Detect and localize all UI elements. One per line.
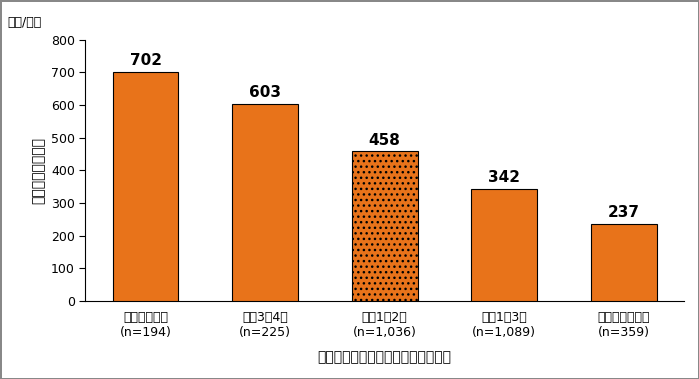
Text: 342: 342 bbox=[489, 171, 520, 185]
Bar bbox=[232, 104, 298, 301]
Bar bbox=[471, 190, 538, 301]
Text: 458: 458 bbox=[369, 133, 401, 147]
Text: 603: 603 bbox=[249, 85, 281, 100]
Y-axis label: 幼児の総運動時間: 幼児の総運動時間 bbox=[31, 137, 45, 204]
Bar bbox=[352, 152, 417, 301]
Text: 237: 237 bbox=[608, 205, 640, 220]
Bar bbox=[113, 72, 178, 301]
Bar bbox=[591, 224, 657, 301]
X-axis label: 親子で一緒に体を動かして遊ぶ頻度: 親子で一緒に体を動かして遊ぶ頻度 bbox=[318, 350, 452, 364]
Text: 702: 702 bbox=[129, 53, 161, 68]
Text: （分/週）: （分/週） bbox=[8, 16, 42, 29]
